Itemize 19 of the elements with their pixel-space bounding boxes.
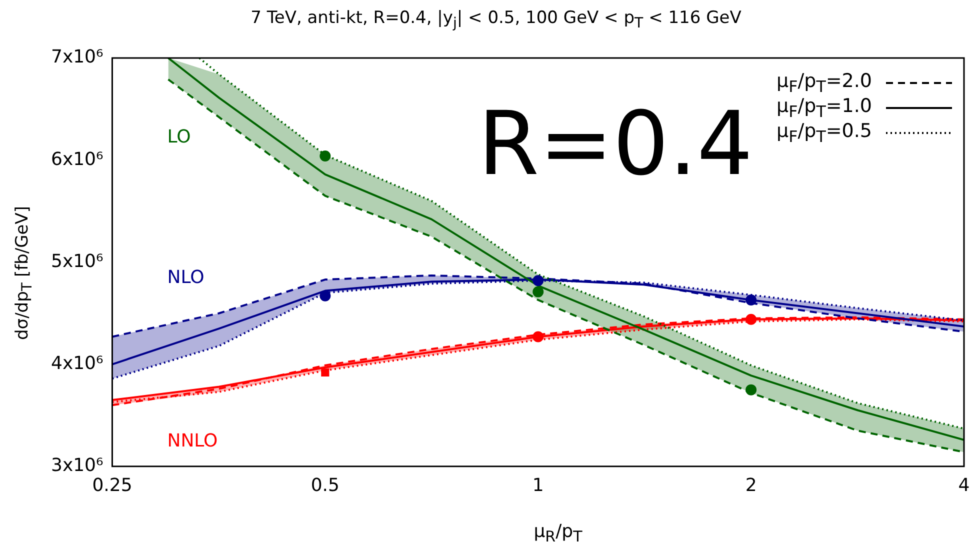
x-tick-label: 0.25 — [92, 474, 132, 496]
legend-label: μ$_{F}$/p$_{T}$=2.0 — [776, 70, 872, 96]
y-tick-label: 6x10⁶ — [50, 148, 104, 170]
x-axis-title: μ$_{R}$/p$_{T}$ — [532, 521, 584, 546]
y-tick-label: 5x10⁶ — [50, 250, 104, 272]
legend-label: μ$_{F}$/p$_{T}$=1.0 — [776, 94, 872, 120]
y-tick-label: 7x10⁶ — [50, 46, 104, 68]
y-tick-label: 3x10⁶ — [50, 455, 104, 476]
text: LO — [167, 126, 191, 148]
legend-label: μ$_{F}$/p$_{T}$=0.5 — [776, 120, 872, 146]
chart-title: 7 TeV, anti-kt, R=0.4, |y$_{j}$| < 0.5, 100 GeV < p$_{T}$ < 116 GeV — [250, 8, 742, 32]
x-tick-label: 4 — [958, 474, 970, 496]
annotation: R=0.4 — [478, 92, 753, 195]
x-tick-label: 0.5 — [310, 474, 340, 496]
text: NNLO — [167, 430, 218, 452]
x-tick-label: 2 — [745, 474, 757, 496]
x-tick-label: 1 — [532, 474, 544, 496]
y-tick-label: 4x10⁶ — [50, 352, 104, 374]
text: NLO — [167, 267, 204, 288]
